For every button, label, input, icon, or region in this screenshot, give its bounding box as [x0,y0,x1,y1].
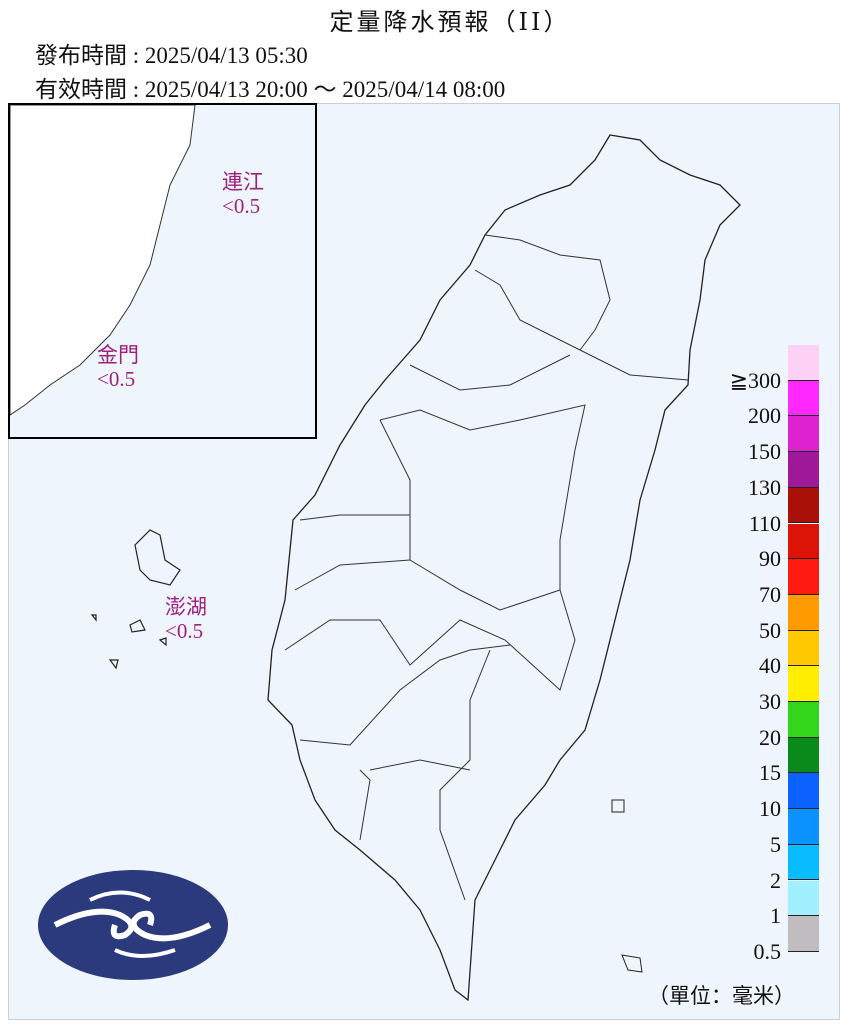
legend-swatch [788,737,819,774]
legend-label: 20 [759,724,781,750]
orchid-island [621,954,643,973]
legend-swatch [788,559,819,595]
legend-label: 70 [759,581,781,607]
legend-label: 15 [759,760,781,786]
legend-label: 130 [748,474,781,500]
county-border [294,559,411,591]
legend-swatch [788,773,819,810]
county-border [409,354,571,391]
county-border [284,589,576,691]
legend-label: 30 [759,689,781,714]
county-border [484,234,611,351]
legend-swatch [788,380,819,417]
county-border [299,644,511,746]
legend-label: 50 [759,617,781,643]
legend-swatch [788,916,819,952]
taiwan-outline [267,134,741,1002]
legend-swatch [788,666,819,702]
legend-label: 5 [770,831,781,857]
region-label-penghu: 澎湖 <0.5 [165,595,207,643]
legend-label: 10 [759,796,781,822]
county-border [439,649,491,901]
legend-swatch [788,416,819,453]
legend-swatch [788,345,819,381]
county-border [299,514,410,521]
green-island [611,799,625,813]
legend-label: 110 [748,510,781,536]
legend-label: 90 [759,546,781,572]
legend-label: ≧300 [729,367,781,393]
valid-time: 有效時間 : 2025/04/13 20:00 ～ 2025/04/14 08:… [35,77,506,102]
legend-unit: （單位：毫米） [648,984,795,1008]
county-border [369,759,471,771]
legend-label: 1 [770,903,781,929]
region-label-kinmen: 金門 <0.5 [97,343,139,391]
region-label-lienchiang: 連江 <0.5 [222,170,264,218]
legend-label: 0.5 [753,938,782,964]
issue-time: 發布時間 : 2025/04/13 05:30 [35,43,308,68]
legend-swatch [788,452,819,488]
penghu-islands [90,529,181,670]
county-border [359,769,371,841]
inset-coastline [10,105,196,416]
legend-swatch [788,880,819,917]
legend-label: 150 [748,439,781,465]
offshore-inset: 連江 <0.5 金門 <0.5 [8,103,317,439]
legend-label: 40 [759,653,781,679]
legend-swatch [788,844,819,881]
map-title: 定量降水預報（II） [329,8,571,36]
legend-label: 2 [770,867,781,893]
county-border [474,269,689,381]
legend-swatch [788,487,819,524]
legend-label: 200 [748,403,781,429]
legend-swatch [788,594,819,631]
legend-swatch [788,702,819,738]
legend-swatch [788,630,819,667]
legend-swatch [788,809,819,845]
legend-swatch [788,523,819,560]
